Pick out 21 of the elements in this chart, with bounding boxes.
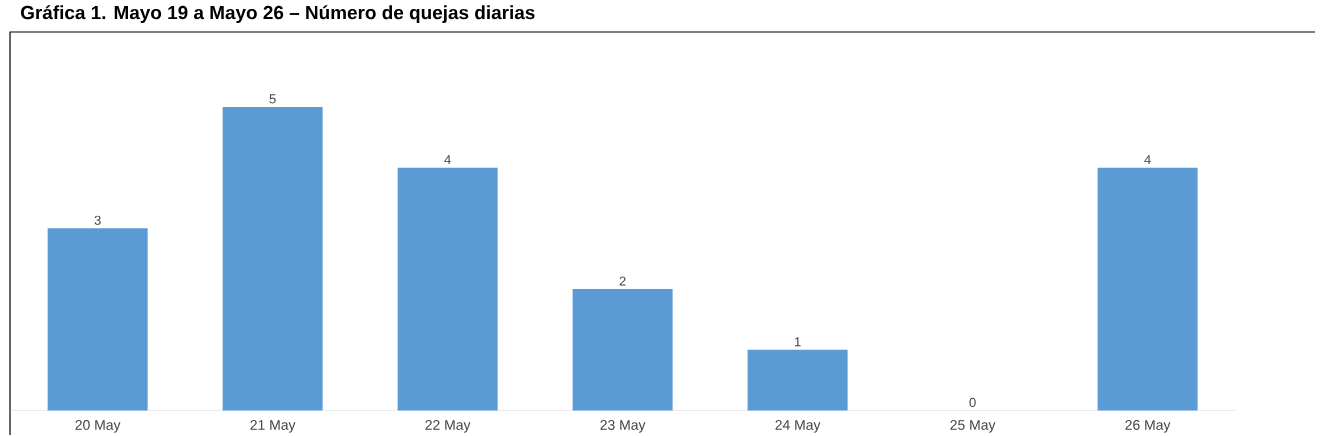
data-label: 3 [94,215,101,225]
data-label: 2 [619,276,626,286]
x-tick-label: 26 May [1125,419,1171,433]
bar [397,167,498,411]
data-label: 0 [969,397,976,407]
bar [747,349,848,411]
chart-title: Gráfica 1. Mayo 19 a Mayo 26 – Número de quejas diarias [21,5,535,23]
data-label: 4 [1144,155,1151,165]
x-tick-label: 23 May [600,419,646,433]
bar [222,106,323,411]
x-tick-label: 22 May [425,419,471,433]
bar [47,228,148,411]
x-tick-label: 20 May [75,419,121,433]
x-tick-label: 25 May [950,419,996,433]
x-tick-label: 21 May [250,419,296,433]
x-tick-label: 24 May [775,419,821,433]
data-label: 5 [269,94,276,104]
data-label: 4 [444,155,451,165]
data-label: 1 [794,337,801,347]
bar [1097,167,1198,411]
bar [572,289,673,411]
